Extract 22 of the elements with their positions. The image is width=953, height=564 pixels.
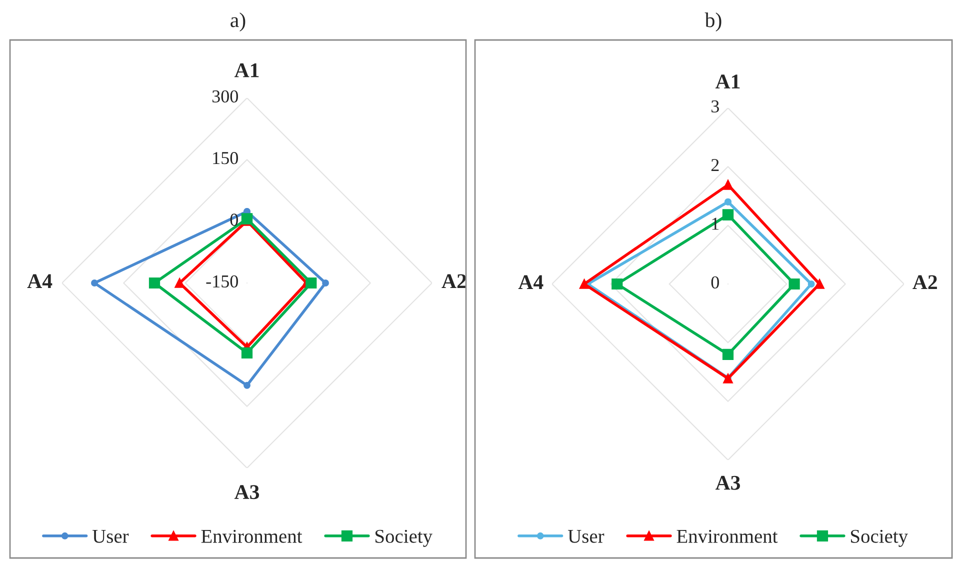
legend-label: User [92, 530, 129, 543]
legend-label: Society [851, 530, 908, 547]
legend-label: Environment [201, 530, 302, 543]
chart-title: a) [230, 12, 246, 32]
spoke-label: A2 [442, 274, 466, 288]
spoke-label: A1 [234, 63, 259, 78]
y-tick-label: 150 [213, 152, 238, 164]
legend-label: Environment [676, 530, 778, 543]
legend-label: Society [376, 530, 432, 547]
y-tick-label: 0 [711, 276, 719, 289]
spoke-label: A2 [912, 275, 937, 290]
legend-label: User [568, 530, 604, 543]
y-tick-label: 300 [212, 90, 238, 103]
spoke-label: A3 [234, 485, 260, 500]
spoke-label: A1 [715, 74, 740, 88]
y-tick-label: 3 [712, 100, 719, 113]
spoke-label: A4 [27, 274, 52, 288]
y-tick-label: 2 [711, 159, 719, 172]
y-tick-label: -150 [206, 275, 238, 288]
spoke-label: A3 [715, 476, 740, 490]
chart-title: b) [704, 12, 722, 32]
spoke-label: A4 [518, 275, 544, 290]
